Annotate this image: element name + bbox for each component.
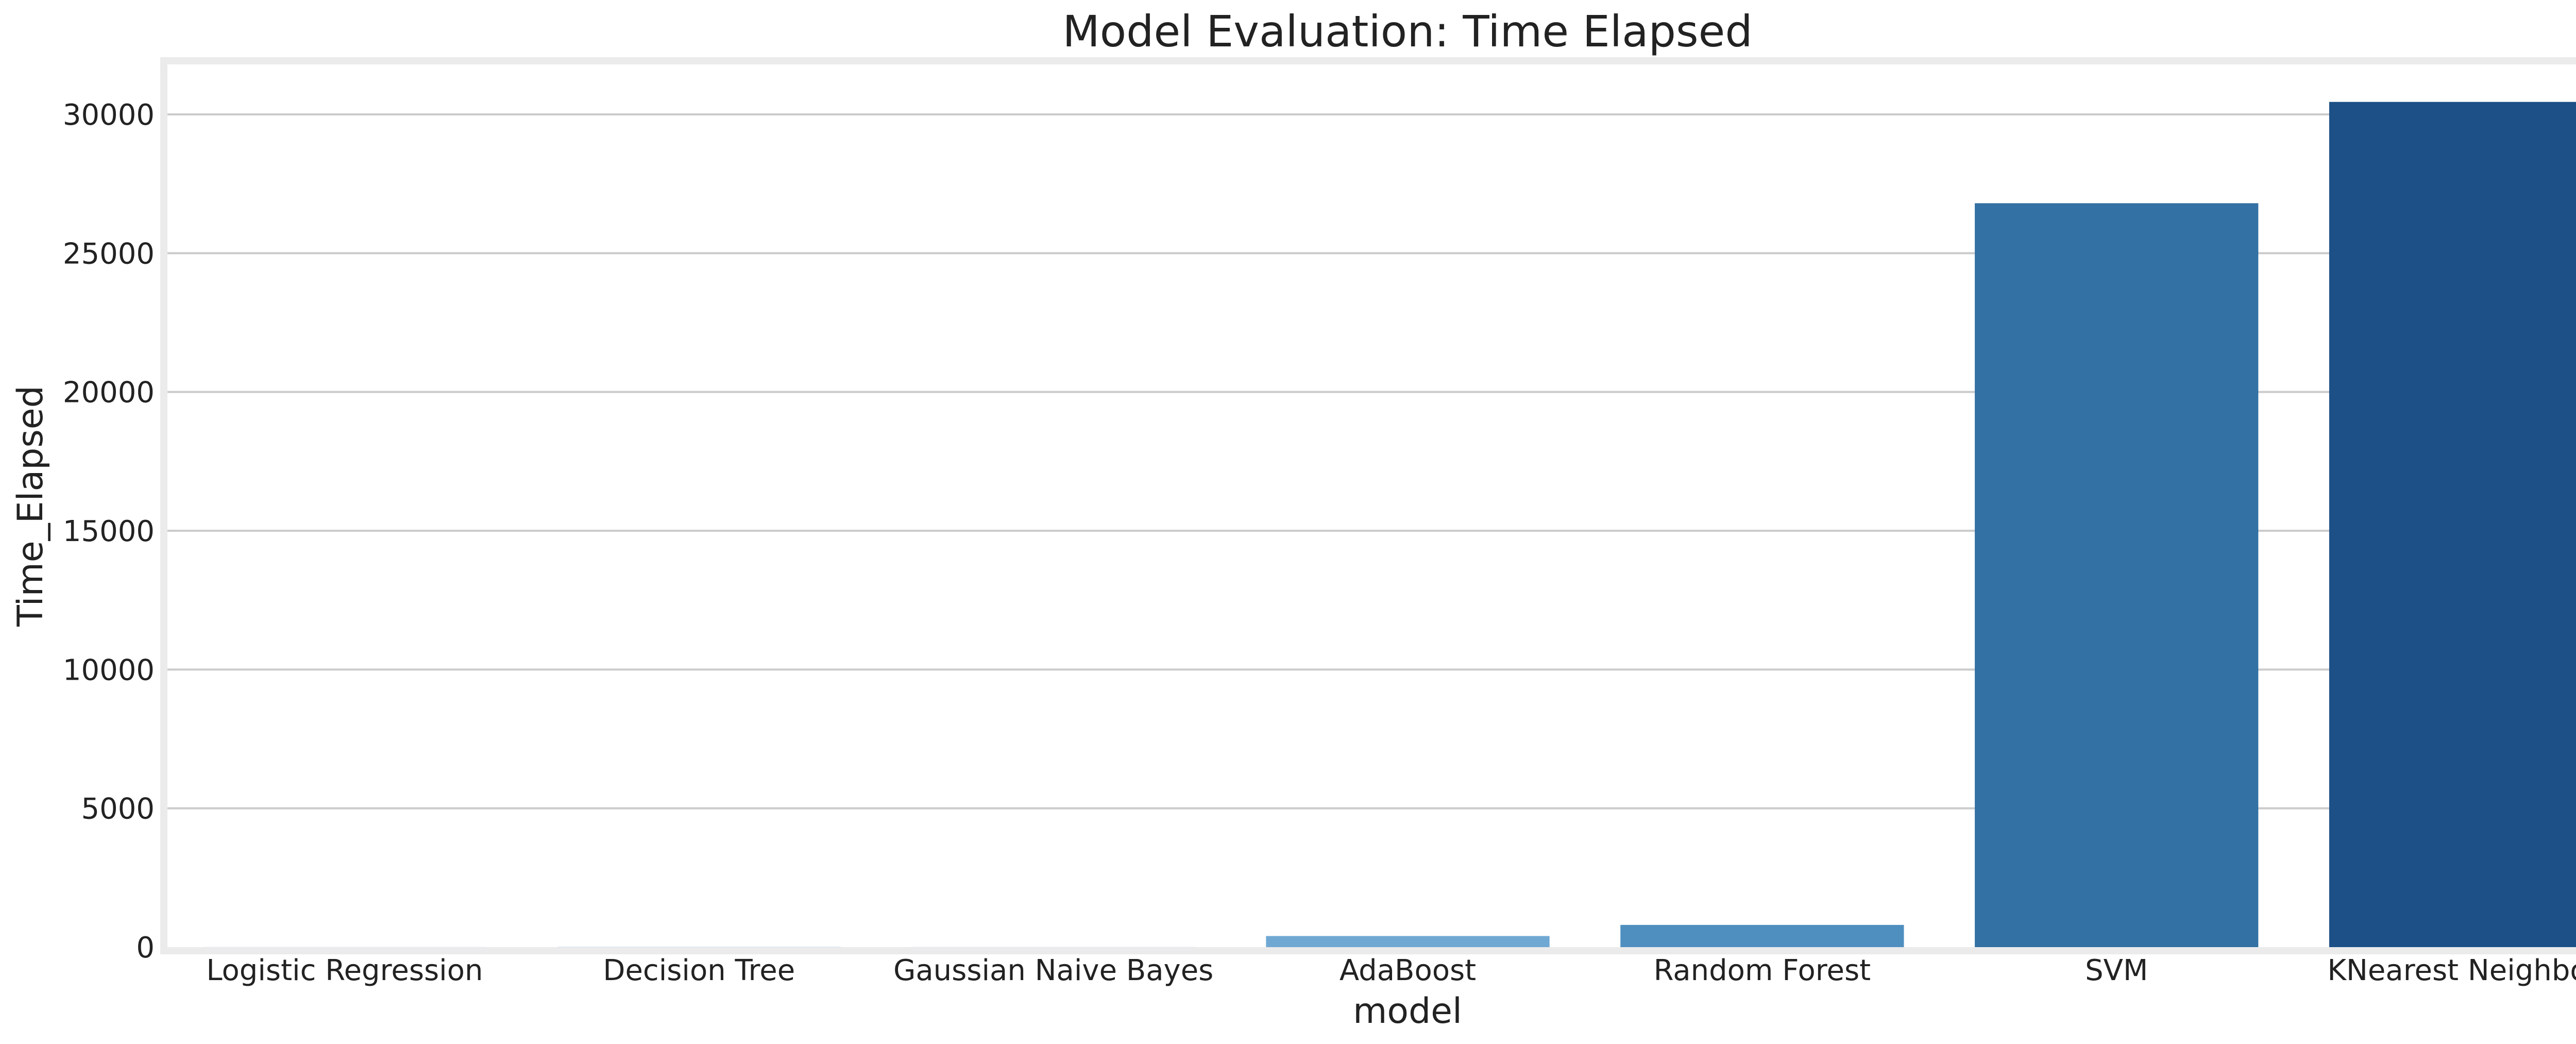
y-tick-label: 10000	[63, 653, 155, 687]
x-tick-label: Logistic Regression	[206, 954, 483, 987]
chart-title: Model Evaluation: Time Elapsed	[1062, 6, 1752, 57]
x-tick-labels: Logistic Regression Decision Tree Gaussian…	[206, 954, 2576, 987]
bars	[202, 102, 2576, 948]
x-tick-label: Gaussian Naive Bayes	[893, 954, 1213, 987]
x-tick-label: Decision Tree	[603, 954, 795, 987]
y-tick-label: 25000	[63, 237, 155, 271]
y-tick-label: 15000	[63, 515, 155, 548]
x-tick-label: SVM	[2085, 954, 2148, 987]
x-tick-label: Random Forest	[1654, 954, 1871, 987]
bar-random-forest	[1620, 924, 1904, 947]
x-tick-label: KNearest Neighbors	[2327, 954, 2576, 987]
bar-adaboost	[1266, 936, 1550, 947]
y-axis-title: Time_Elapsed	[10, 385, 51, 627]
y-tick-label: 30000	[63, 98, 155, 132]
y-tick-labels: 0 5000 10000 15000 20000 25000 30000	[63, 98, 155, 965]
bar-knearest-neighbors	[2329, 102, 2576, 947]
x-tick-label: AdaBoost	[1340, 954, 1476, 987]
y-tick-label: 5000	[81, 793, 155, 826]
bar-svm	[1975, 203, 2259, 948]
y-tick-label: 0	[136, 931, 155, 965]
y-tick-label: 20000	[63, 376, 155, 410]
x-axis-title: model	[1353, 991, 1462, 1032]
